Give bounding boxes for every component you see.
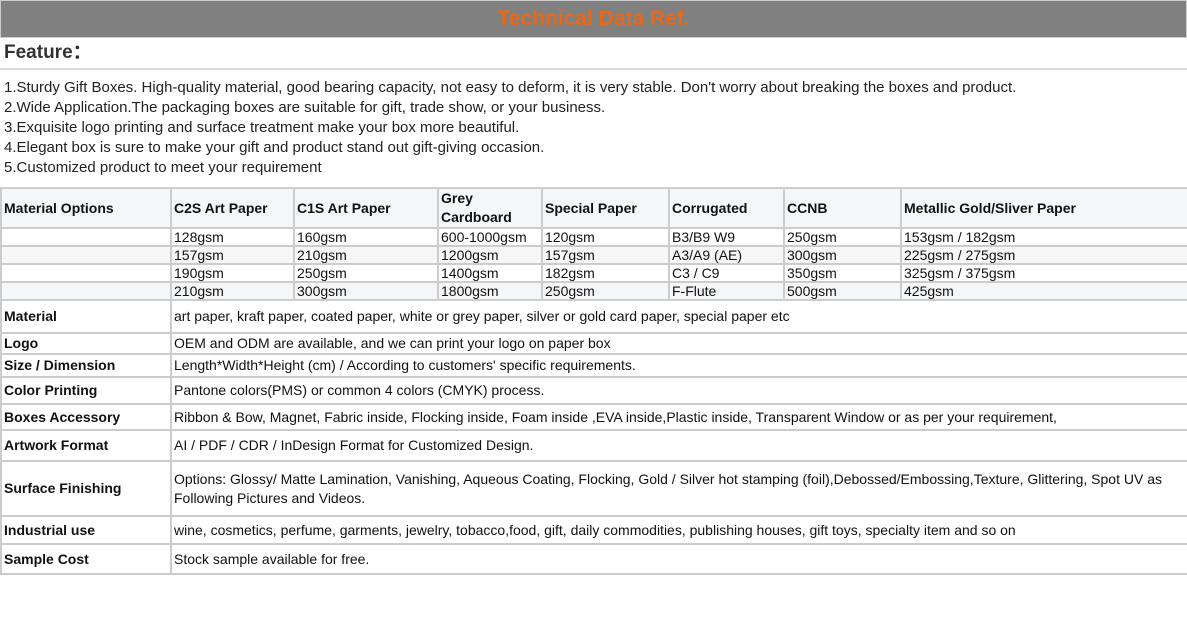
material-row: 210gsm 300gsm 1800gsm 250gsm F-Flute 500gsm 42…	[0, 281, 1187, 301]
table-cell: 250gsm	[783, 227, 902, 247]
table-cell: 300gsm	[783, 245, 902, 265]
table-cell	[0, 263, 172, 283]
column-header: Grey Cardboard	[437, 187, 543, 229]
spec-row: Industrial use wine, cosmetics, perfume, …	[0, 515, 1187, 545]
table-cell: 128gsm	[170, 227, 295, 247]
feature-item: 5.Customized product to meet your requir…	[4, 159, 322, 176]
column-header: CCNB	[783, 187, 902, 229]
table-cell: 120gsm	[541, 227, 670, 247]
table-cell: 1400gsm	[437, 263, 543, 283]
table-cell: 250gsm	[541, 281, 670, 301]
spec-label: Boxes Accessory	[0, 403, 172, 431]
table-cell: B3/B9 W9	[668, 227, 785, 247]
spec-value: art paper, kraft paper, coated paper, wh…	[170, 299, 1187, 334]
title-bar: Technical Data Ref.	[0, 0, 1187, 38]
table-cell: 225gsm / 275gsm	[900, 245, 1187, 265]
table-cell	[0, 227, 172, 247]
table-cell: 300gsm	[293, 281, 439, 301]
table-cell: 1800gsm	[437, 281, 543, 301]
spec-label: Surface Finishing	[0, 460, 172, 517]
feature-list: 1.Sturdy Gift Boxes. High-quality materi…	[0, 70, 1187, 184]
spec-value: wine, cosmetics, perfume, garments, jewe…	[170, 515, 1187, 545]
page-title: Technical Data Ref.	[497, 7, 690, 30]
spec-row: Logo OEM and ODM are available, and we ca…	[0, 332, 1187, 355]
column-header: C1S Art Paper	[293, 187, 439, 229]
table-cell	[0, 281, 172, 301]
material-row: 128gsm 160gsm 600-1000gsm 120gsm B3/B9 W9 250…	[0, 227, 1187, 247]
spec-label: Material	[0, 299, 172, 334]
spec-row: Artwork Format AI / PDF / CDR / InDesign …	[0, 429, 1187, 462]
table-cell: 350gsm	[783, 263, 902, 283]
table-cell: 190gsm	[170, 263, 295, 283]
table-cell: 600-1000gsm	[437, 227, 543, 247]
feature-item: 4.Elegant box is sure to make your gift …	[4, 139, 545, 156]
material-header-row: Material Options C2S Art Paper C1S Art Pap…	[0, 187, 1187, 229]
feature-item: 1.Sturdy Gift Boxes. High-quality materi…	[4, 79, 1017, 96]
table-cell: F-Flute	[668, 281, 785, 301]
spec-label: Color Printing	[0, 376, 172, 405]
material-row: 157gsm 210gsm 1200gsm 157gsm A3/A9 (AE) 300gs…	[0, 245, 1187, 265]
table-cell: 1200gsm	[437, 245, 543, 265]
table-cell: 325gsm / 375gsm	[900, 263, 1187, 283]
spec-row: Boxes Accessory Ribbon & Bow, Magnet, Fab…	[0, 403, 1187, 431]
material-row: 190gsm 250gsm 1400gsm 182gsm C3 / C9 350gsm 32…	[0, 263, 1187, 283]
feature-item: 3.Exquisite logo printing and surface tr…	[4, 119, 520, 136]
spec-row: Size / Dimension Length*Width*Height (cm)…	[0, 353, 1187, 378]
spec-label: Size / Dimension	[0, 353, 172, 378]
table-cell: 425gsm	[900, 281, 1187, 301]
spec-row: Surface Finishing Options: Glossy/ Matte …	[0, 460, 1187, 517]
column-header: C2S Art Paper	[170, 187, 295, 229]
table-cell: 153gsm / 182gsm	[900, 227, 1187, 247]
spec-value: AI / PDF / CDR / InDesign Format for Cus…	[170, 429, 1187, 462]
table-cell: 250gsm	[293, 263, 439, 283]
table-cell: 160gsm	[293, 227, 439, 247]
spec-value: OEM and ODM are available, and we can pr…	[170, 332, 1187, 355]
table-cell: 210gsm	[170, 281, 295, 301]
column-header: Material Options	[0, 187, 172, 229]
table-cell: 500gsm	[783, 281, 902, 301]
spec-row: Material art paper, kraft paper, coated p…	[0, 299, 1187, 334]
spec-value: Options: Glossy/ Matte Lamination, Vanis…	[170, 460, 1187, 517]
spec-value: Length*Width*Height (cm) / According to …	[170, 353, 1187, 378]
spec-label: Sample Cost	[0, 543, 172, 575]
column-header: Special Paper	[541, 187, 670, 229]
spec-label: Industrial use	[0, 515, 172, 545]
feature-item: 2.Wide Application.The packaging boxes a…	[4, 99, 606, 116]
table-cell: A3/A9 (AE)	[668, 245, 785, 265]
table-cell: 210gsm	[293, 245, 439, 265]
column-header: Corrugated	[668, 187, 785, 229]
spec-row: Color Printing Pantone colors(PMS) or com…	[0, 376, 1187, 405]
table-cell: 157gsm	[170, 245, 295, 265]
table-cell: 182gsm	[541, 263, 670, 283]
spec-label: Artwork Format	[0, 429, 172, 462]
spec-table: Material Options C2S Art Paper C1S Art Pap…	[0, 187, 1187, 575]
table-cell	[0, 245, 172, 265]
column-header: Metallic Gold/Sliver Paper	[900, 187, 1187, 229]
feature-heading: Feature：	[0, 38, 1187, 70]
table-cell: C3 / C9	[668, 263, 785, 283]
spec-value: Pantone colors(PMS) or common 4 colors (…	[170, 376, 1187, 405]
spec-value: Stock sample available for free.	[170, 543, 1187, 575]
spec-label: Logo	[0, 332, 172, 355]
spec-value: Ribbon & Bow, Magnet, Fabric inside, Flo…	[170, 403, 1187, 431]
table-cell: 157gsm	[541, 245, 670, 265]
spec-row: Sample Cost Stock sample available for fr…	[0, 543, 1187, 575]
